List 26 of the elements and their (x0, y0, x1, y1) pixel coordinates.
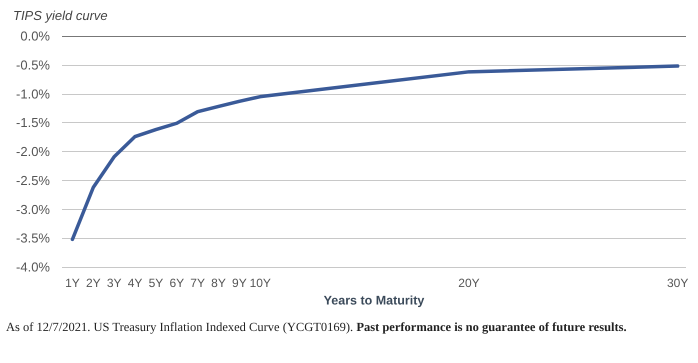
x-tick-label: 6Y (169, 276, 184, 290)
x-tick-label: 7Y (190, 276, 205, 290)
y-tick-label: 0.0% (20, 28, 50, 44)
y-tick-label: -2.0% (16, 144, 50, 160)
chart-title: TIPS yield curve (13, 8, 108, 23)
x-axis-title: Years to Maturity (324, 294, 424, 308)
y-tick-label: -1.5% (16, 115, 50, 130)
text: As of 12/7/2021. US Treasury Inflation Indexed Curve (YCGT0169). (6, 320, 354, 334)
x-tick-label: 9Y (232, 276, 247, 290)
text: Past performance is no guarantee of future results. (355, 320, 627, 334)
y-tick-label: -2.5% (16, 172, 50, 188)
x-tick-label: 30Y (666, 276, 688, 290)
y-tick-label: -0.5% (16, 57, 50, 72)
x-tick-label: 1Y (65, 276, 80, 290)
x-tick-label: 3Y (106, 276, 122, 290)
x-tick-label: 8Y (211, 276, 226, 290)
x-tick-label: 2Y (86, 276, 101, 290)
line-series (70, 64, 680, 242)
y-tick-label: -4.0% (16, 260, 50, 275)
y-tick-label: -3.5% (16, 230, 50, 246)
x-tick-label: 5Y (148, 276, 164, 290)
x-tick-label: 10Y (250, 276, 271, 290)
x-tick-label: 4Y (128, 276, 142, 290)
y-tick-label: -1.0% (16, 86, 50, 102)
x-tick-label: 20Y (458, 276, 480, 290)
y-tick-label: -3.0% (16, 202, 50, 217)
